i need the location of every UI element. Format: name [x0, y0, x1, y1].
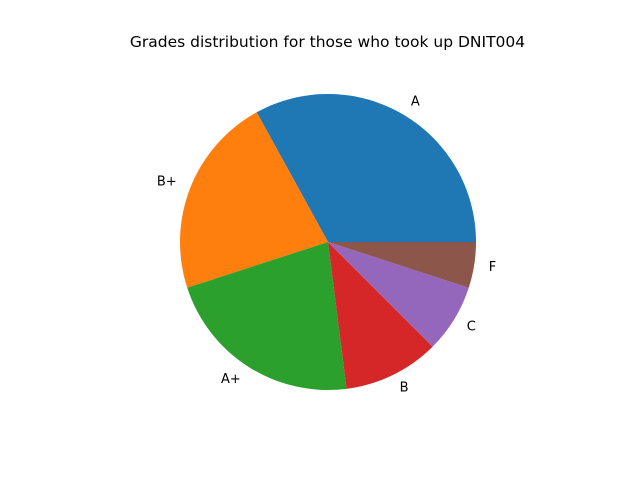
chart-title: Grades distribution for those who took u…: [129, 33, 526, 51]
pie-label-b-plus: B+: [157, 175, 177, 190]
pie-label-c: C: [467, 320, 476, 335]
pie-slice-b-plus: [179, 112, 328, 288]
pie-slice-c: [328, 242, 469, 347]
pie-slice-f: [328, 242, 476, 288]
pie-labels: A B+ A+ B C F: [157, 94, 496, 395]
pie-label-a-plus: A+: [221, 372, 241, 387]
pie-slices: [179, 94, 476, 390]
pie-slice-b: [328, 242, 433, 389]
pie-slice-a: [256, 94, 476, 243]
pie-label-f: F: [489, 260, 496, 275]
pie-label-b: B: [400, 381, 409, 396]
pie-label-a: A: [411, 94, 420, 109]
pie-slice-a-plus: [187, 242, 347, 390]
